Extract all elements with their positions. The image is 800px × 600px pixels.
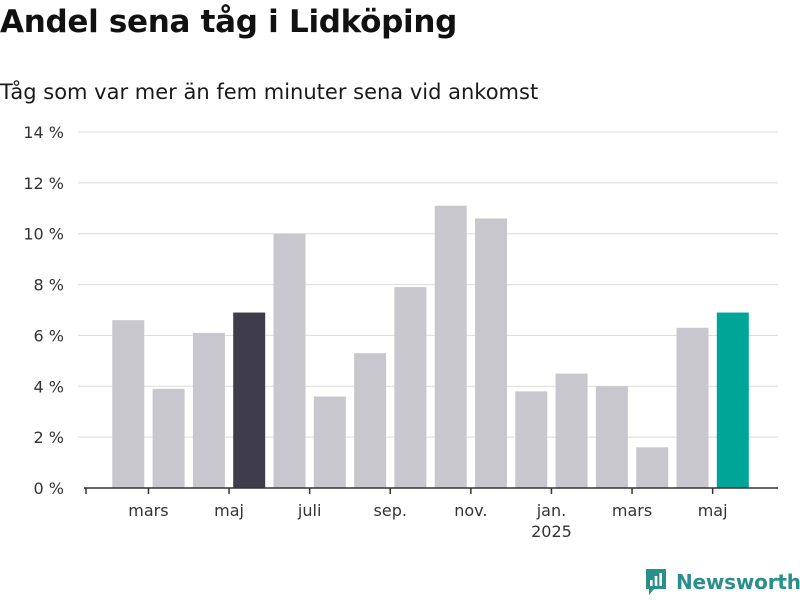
x-tick-label: jan. — [536, 501, 566, 520]
bar — [515, 391, 548, 488]
x-tick-label: nov. — [454, 501, 487, 520]
bar — [434, 205, 467, 488]
y-tick-label: 10 % — [23, 225, 64, 244]
newsworthy-logo-icon — [646, 569, 666, 595]
brand-name: Newsworthy — [676, 570, 800, 594]
x-tick-label: juli — [297, 501, 321, 520]
x-tick-label: mars — [612, 501, 652, 520]
bars — [112, 205, 749, 488]
bar-chart: 0 % 2 % 4 % 6 % 8 % 10 % 12 % 14 % mars maj juli s… — [23, 123, 778, 541]
bar — [152, 388, 185, 488]
y-tick-label: 12 % — [23, 174, 64, 193]
brand-logo: Newsworthy — [644, 567, 800, 597]
y-tick-label: 8 % — [34, 276, 64, 295]
bar — [273, 233, 306, 488]
bar — [555, 373, 588, 488]
bar — [233, 312, 266, 488]
bar — [716, 312, 749, 488]
x-tick-label: maj — [214, 501, 244, 520]
bar — [636, 447, 669, 488]
y-tick-label: 0 % — [34, 479, 64, 498]
bar — [354, 353, 387, 488]
bar — [475, 218, 507, 488]
bar — [595, 386, 628, 488]
x-tick-label: maj — [698, 501, 728, 520]
chart-subtitle: Tåg som var mer än fem minuter sena vid … — [0, 80, 539, 104]
x-tick-sublabel: 2025 — [531, 522, 572, 541]
y-tick-label: 2 % — [34, 428, 64, 447]
y-tick-label: 4 % — [34, 377, 64, 396]
bar — [676, 327, 709, 488]
chart-title: Andel sena tåg i Lidköping — [0, 4, 458, 40]
bar — [313, 396, 346, 488]
y-axis-labels: 0 % 2 % 4 % 6 % 8 % 10 % 12 % 14 % — [23, 123, 64, 498]
bar — [112, 320, 145, 488]
bar — [394, 287, 427, 488]
bar — [192, 332, 225, 488]
x-tick-label: mars — [128, 501, 168, 520]
x-tick-label: sep. — [374, 501, 407, 520]
x-axis: mars maj juli sep. nov. jan. 2025 mars maj — [84, 487, 778, 541]
y-tick-label: 6 % — [34, 326, 64, 345]
y-tick-label: 14 % — [23, 123, 64, 142]
